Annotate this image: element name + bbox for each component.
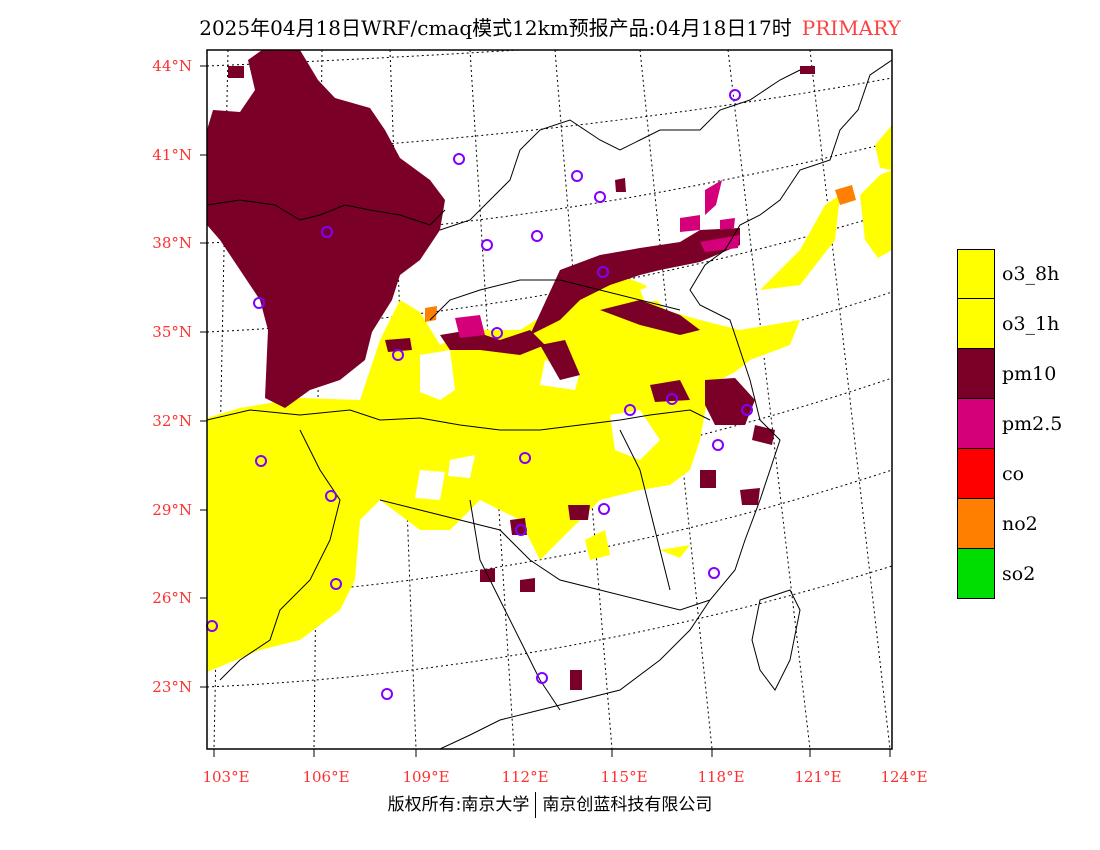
footer-divider [535,792,537,818]
city-marker [712,439,724,451]
copyright-owner: 版权所有:南京大学 [387,795,530,815]
city-marker [624,404,636,416]
city-marker [597,266,609,278]
city-markers [206,89,753,700]
city-marker [392,349,404,361]
lon-label: 124°E [880,768,927,786]
legend-swatch [957,449,995,499]
legend-label: o3_1h [1002,313,1060,335]
city-marker [381,688,393,700]
legend-swatch [957,249,995,299]
legend-label: pm10 [1002,363,1057,385]
city-marker [325,490,337,502]
legend-swatch [957,349,995,399]
city-marker [321,226,333,238]
legend-label: pm2.5 [1002,413,1063,435]
title-tag: PRIMARY [801,16,901,40]
map-title: 2025年04月18日WRF/cmaq模式12km预报产品:04月18日17时 P… [0,12,1100,41]
city-marker [453,153,465,165]
lon-label: 115°E [600,768,647,786]
city-marker [515,524,527,536]
city-marker [729,89,741,101]
lon-label: 112°E [501,768,548,786]
pm25-region [455,180,740,338]
city-marker [253,297,265,309]
copyright-footer: 版权所有:南京大学 南京创蓝科技有限公司 [0,790,1100,818]
boundaries [207,59,892,749]
legend-swatch [957,299,995,349]
lat-label: 32°N [152,412,192,430]
legend-label: no2 [1002,513,1038,535]
lat-label: 35°N [152,323,192,341]
axis-ticks [200,65,891,757]
legend-label: o3_8h [1002,263,1060,285]
copyright-company: 南京创蓝科技有限公司 [542,795,713,815]
legend-swatch [957,499,995,549]
map-frame [206,49,893,750]
city-marker [481,239,493,251]
lon-label: 103°E [202,768,249,786]
title-main: 2025年04月18日WRF/cmaq模式12km预报产品:04月18日17时 [199,16,792,40]
lon-label: 106°E [302,768,349,786]
lat-label: 29°N [152,501,192,519]
legend-label: so2 [1002,563,1036,585]
city-marker [708,567,720,579]
o3-region [207,125,892,672]
city-marker [255,455,267,467]
legend-swatch [957,549,995,599]
lon-label: 121°E [794,768,841,786]
lon-labels: 103°E 106°E 109°E 112°E 115°E 118°E 121°… [202,768,927,786]
lat-label: 41°N [152,146,192,164]
lat-label: 26°N [152,589,192,607]
pm10-region [207,50,815,690]
city-marker [666,393,678,405]
city-marker [330,578,342,590]
lat-label: 38°N [152,234,192,252]
city-marker [571,170,583,182]
city-marker [741,404,753,416]
lon-label: 118°E [697,768,744,786]
legend-label: co [1002,463,1025,485]
city-marker [531,230,543,242]
city-marker [491,327,503,339]
lat-labels: 44°N 41°N 38°N 35°N 32°N 29°N 26°N 23°N [152,57,192,696]
lon-label: 109°E [402,768,449,786]
no2-region [425,185,856,322]
city-marker [536,672,548,684]
lat-label: 44°N [152,57,192,75]
legend-swatch [957,399,995,449]
city-marker [598,503,610,515]
map-area [207,50,892,749]
lat-label: 23°N [152,678,192,696]
city-marker [594,191,606,203]
city-marker [519,452,531,464]
